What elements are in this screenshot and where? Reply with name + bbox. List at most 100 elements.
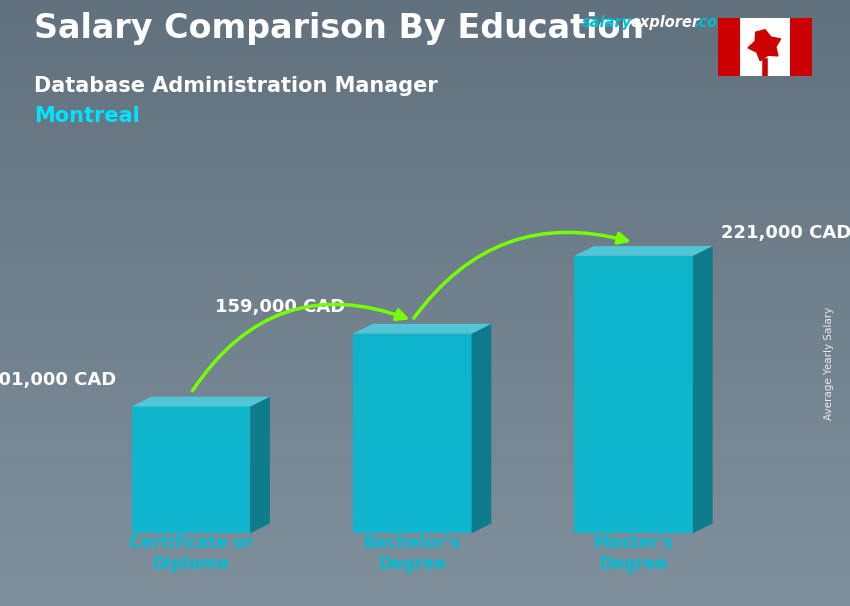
Text: Master's
Degree: Master's Degree bbox=[593, 534, 674, 573]
Bar bbox=[0, 315, 850, 321]
Polygon shape bbox=[353, 334, 472, 533]
Bar bbox=[0, 303, 850, 309]
Bar bbox=[0, 30, 850, 36]
Bar bbox=[0, 582, 850, 588]
Text: Montreal: Montreal bbox=[34, 106, 139, 126]
Text: Salary Comparison By Education: Salary Comparison By Education bbox=[34, 12, 644, 45]
Bar bbox=[0, 145, 850, 152]
Bar bbox=[0, 152, 850, 158]
Polygon shape bbox=[250, 397, 270, 533]
Bar bbox=[0, 551, 850, 558]
Bar bbox=[0, 182, 850, 188]
Bar bbox=[0, 515, 850, 521]
Bar bbox=[0, 206, 850, 212]
Bar bbox=[0, 321, 850, 327]
Bar bbox=[0, 406, 850, 412]
Bar bbox=[0, 558, 850, 564]
Bar bbox=[0, 345, 850, 351]
Text: Average Yearly Salary: Average Yearly Salary bbox=[824, 307, 834, 420]
Text: 221,000 CAD: 221,000 CAD bbox=[721, 224, 850, 242]
Text: Database Administration Manager: Database Administration Manager bbox=[34, 76, 438, 96]
Bar bbox=[0, 97, 850, 103]
Bar bbox=[0, 527, 850, 533]
Bar bbox=[0, 36, 850, 42]
Bar bbox=[0, 273, 850, 279]
Polygon shape bbox=[575, 256, 693, 533]
Bar bbox=[0, 297, 850, 303]
Bar bbox=[0, 473, 850, 479]
Bar bbox=[0, 194, 850, 200]
Polygon shape bbox=[748, 30, 780, 61]
Bar bbox=[0, 588, 850, 594]
Bar bbox=[0, 370, 850, 376]
Bar bbox=[0, 594, 850, 600]
Bar bbox=[0, 67, 850, 73]
Polygon shape bbox=[132, 407, 250, 533]
Bar bbox=[0, 285, 850, 291]
Polygon shape bbox=[790, 18, 812, 76]
Bar bbox=[0, 491, 850, 497]
Bar bbox=[0, 61, 850, 67]
Bar bbox=[0, 364, 850, 370]
Bar bbox=[0, 188, 850, 194]
Bar bbox=[0, 48, 850, 55]
Text: Certificate or
Diploma: Certificate or Diploma bbox=[129, 534, 253, 573]
Bar bbox=[0, 479, 850, 485]
Bar bbox=[0, 576, 850, 582]
Polygon shape bbox=[718, 18, 740, 76]
Bar bbox=[0, 467, 850, 473]
Bar bbox=[0, 376, 850, 382]
Polygon shape bbox=[575, 246, 712, 256]
Bar bbox=[0, 261, 850, 267]
Bar bbox=[0, 564, 850, 570]
Bar bbox=[0, 388, 850, 394]
Bar bbox=[0, 24, 850, 30]
Bar bbox=[0, 600, 850, 606]
Bar bbox=[0, 224, 850, 230]
Bar bbox=[0, 570, 850, 576]
Bar bbox=[0, 418, 850, 424]
Bar bbox=[0, 436, 850, 442]
Text: Bachelor's
Degree: Bachelor's Degree bbox=[364, 534, 461, 573]
Bar bbox=[0, 218, 850, 224]
Bar bbox=[0, 236, 850, 242]
Bar bbox=[0, 133, 850, 139]
Bar bbox=[0, 127, 850, 133]
Bar bbox=[0, 509, 850, 515]
Bar bbox=[0, 212, 850, 218]
Bar bbox=[0, 248, 850, 255]
Polygon shape bbox=[740, 18, 790, 76]
Text: .com: .com bbox=[694, 15, 733, 30]
Bar bbox=[0, 18, 850, 24]
Bar bbox=[0, 545, 850, 551]
Bar bbox=[0, 6, 850, 12]
Bar bbox=[0, 255, 850, 261]
Bar bbox=[0, 200, 850, 206]
Bar bbox=[0, 164, 850, 170]
Bar bbox=[0, 267, 850, 273]
Bar bbox=[0, 109, 850, 115]
Bar bbox=[0, 42, 850, 48]
Bar bbox=[0, 533, 850, 539]
Bar bbox=[0, 309, 850, 315]
Bar bbox=[0, 394, 850, 400]
Bar bbox=[0, 339, 850, 345]
Bar bbox=[0, 497, 850, 503]
Bar bbox=[0, 139, 850, 145]
Bar bbox=[0, 291, 850, 297]
Bar bbox=[0, 0, 850, 6]
Text: 101,000 CAD: 101,000 CAD bbox=[0, 371, 116, 389]
Text: salary: salary bbox=[582, 15, 632, 30]
Bar bbox=[0, 55, 850, 61]
Bar bbox=[0, 424, 850, 430]
Bar bbox=[0, 230, 850, 236]
Bar bbox=[0, 521, 850, 527]
Bar bbox=[0, 115, 850, 121]
Text: 159,000 CAD: 159,000 CAD bbox=[215, 298, 345, 316]
Polygon shape bbox=[693, 246, 712, 533]
Bar bbox=[0, 485, 850, 491]
Bar bbox=[0, 333, 850, 339]
Bar bbox=[0, 448, 850, 454]
Bar bbox=[0, 539, 850, 545]
Bar bbox=[0, 242, 850, 248]
